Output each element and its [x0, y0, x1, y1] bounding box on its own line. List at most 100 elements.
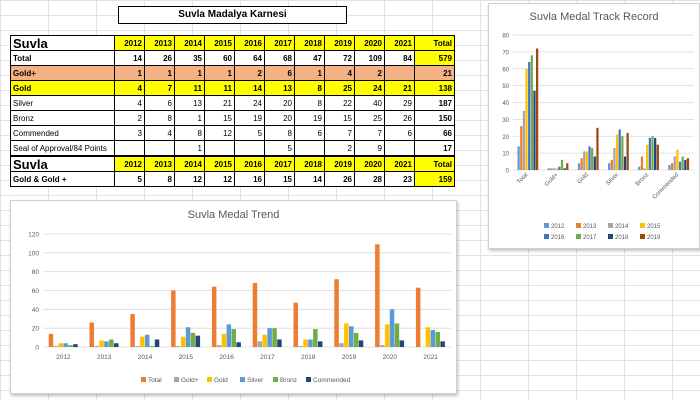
year-header-cell[interactable]: 2013	[144, 156, 175, 172]
value-cell[interactable]: 47	[294, 50, 325, 66]
year-header-cell[interactable]: 2012	[114, 156, 145, 172]
row-total-cell[interactable]: 138	[414, 80, 455, 96]
value-cell[interactable]: 20	[264, 95, 295, 111]
value-cell[interactable]	[144, 140, 175, 156]
value-cell[interactable]: 1	[174, 140, 205, 156]
year-header-cell[interactable]: 2015	[204, 156, 235, 172]
medal-table[interactable]: Suvla 2012 2013 2014 2015 2016 2017 2018 2019 202…	[10, 35, 455, 156]
value-cell[interactable]: 1	[294, 65, 325, 81]
value-cell[interactable]: 109	[354, 50, 385, 66]
medal-trend-chart[interactable]: Suvla Medal Trend 0 20 40 60 80 100 120 2012 201…	[10, 200, 457, 394]
value-cell[interactable]: 11	[174, 80, 205, 96]
value-cell[interactable]: 2	[114, 110, 145, 126]
value-cell[interactable]: 64	[234, 50, 265, 66]
value-cell[interactable]: 6	[264, 65, 295, 81]
value-cell[interactable]	[114, 140, 145, 156]
value-cell[interactable]: 15	[204, 110, 235, 126]
value-cell[interactable]: 68	[264, 50, 295, 66]
value-cell[interactable]: 14	[234, 80, 265, 96]
row-label-cell[interactable]: Gold & Gold +	[10, 171, 115, 187]
value-cell[interactable]: 5	[234, 125, 265, 141]
value-cell[interactable]: 2	[234, 65, 265, 81]
value-cell[interactable]: 25	[354, 110, 385, 126]
value-cell[interactable]: 7	[144, 80, 175, 96]
value-cell[interactable]: 72	[324, 50, 355, 66]
value-cell[interactable]: 20	[264, 110, 295, 126]
value-cell[interactable]: 29	[384, 95, 415, 111]
value-cell[interactable]: 28	[354, 171, 385, 187]
value-cell[interactable]: 7	[324, 125, 355, 141]
value-cell[interactable]	[384, 65, 415, 81]
value-cell[interactable]: 12	[204, 171, 235, 187]
value-cell[interactable]: 8	[264, 125, 295, 141]
medal-track-record-chart[interactable]: Suvla Medal Track Record 0 10 20 30 40 50 60 70…	[488, 3, 700, 249]
value-cell[interactable]: 25	[324, 80, 355, 96]
value-cell[interactable]: 14	[294, 171, 325, 187]
value-cell[interactable]	[294, 140, 325, 156]
value-cell[interactable]: 1	[204, 65, 235, 81]
value-cell[interactable]: 21	[204, 95, 235, 111]
year-header-cell[interactable]: 2017	[264, 35, 295, 51]
row-total-cell[interactable]: 66	[414, 125, 455, 141]
value-cell[interactable]: 8	[294, 80, 325, 96]
year-header-cell[interactable]: 2018	[294, 35, 325, 51]
value-cell[interactable]: 24	[234, 95, 265, 111]
row-label-cell[interactable]: Total	[10, 50, 115, 66]
row-label-cell[interactable]: Bronz	[10, 110, 115, 126]
value-cell[interactable]: 8	[144, 171, 175, 187]
gold-summary-table[interactable]: Suvla 2012 2013 2014 2015 2016 2017 2018 2019 202…	[10, 156, 455, 187]
total-header-cell[interactable]: Total	[414, 156, 455, 172]
value-cell[interactable]: 8	[144, 110, 175, 126]
row-total-cell[interactable]: 21	[414, 65, 455, 81]
value-cell[interactable]: 19	[294, 110, 325, 126]
year-header-cell[interactable]: 2016	[234, 156, 265, 172]
value-cell[interactable]: 1	[144, 65, 175, 81]
value-cell[interactable]: 14	[114, 50, 145, 66]
value-cell[interactable]: 60	[204, 50, 235, 66]
value-cell[interactable]	[204, 140, 235, 156]
row-label-cell[interactable]: Gold+	[10, 65, 115, 81]
year-header-cell[interactable]: 2015	[204, 35, 235, 51]
value-cell[interactable]: 26	[324, 171, 355, 187]
year-header-cell[interactable]: 2020	[354, 156, 385, 172]
year-header-cell[interactable]: 2021	[384, 156, 415, 172]
value-cell[interactable]: 1	[174, 65, 205, 81]
value-cell[interactable]: 13	[264, 80, 295, 96]
year-header-cell[interactable]: 2021	[384, 35, 415, 51]
year-header-cell[interactable]: 2014	[174, 35, 205, 51]
value-cell[interactable]: 16	[234, 171, 265, 187]
value-cell[interactable]: 6	[384, 125, 415, 141]
value-cell[interactable]: 11	[204, 80, 235, 96]
year-header-cell[interactable]: 2013	[144, 35, 175, 51]
year-header-cell[interactable]: 2018	[294, 156, 325, 172]
value-cell[interactable]: 6	[294, 125, 325, 141]
row-total-cell[interactable]: 17	[414, 140, 455, 156]
value-cell[interactable]	[234, 140, 265, 156]
value-cell[interactable]: 26	[144, 50, 175, 66]
value-cell[interactable]: 13	[174, 95, 205, 111]
row-label-cell[interactable]: Seal of Approval/84 Points	[10, 140, 115, 156]
value-cell[interactable]: 4	[114, 80, 145, 96]
value-cell[interactable]: 19	[234, 110, 265, 126]
header-label-cell[interactable]: Suvla	[10, 35, 115, 51]
value-cell[interactable]: 5	[264, 140, 295, 156]
year-header-cell[interactable]: 2019	[324, 35, 355, 51]
row-label-cell[interactable]: Silver	[10, 95, 115, 111]
value-cell[interactable]: 7	[354, 125, 385, 141]
year-header-cell[interactable]: 2020	[354, 35, 385, 51]
value-cell[interactable]: 24	[354, 80, 385, 96]
value-cell[interactable]: 26	[384, 110, 415, 126]
value-cell[interactable]: 21	[384, 80, 415, 96]
value-cell[interactable]: 1	[174, 110, 205, 126]
row-total-cell[interactable]: 159	[414, 171, 455, 187]
year-header-cell[interactable]: 2017	[264, 156, 295, 172]
row-total-cell[interactable]: 579	[414, 50, 455, 66]
year-header-cell[interactable]: 2014	[174, 156, 205, 172]
year-header-cell[interactable]: 2016	[234, 35, 265, 51]
row-total-cell[interactable]: 150	[414, 110, 455, 126]
row-total-cell[interactable]: 187	[414, 95, 455, 111]
year-header-cell[interactable]: 2012	[114, 35, 145, 51]
value-cell[interactable]: 4	[144, 125, 175, 141]
total-header-cell[interactable]: Total	[414, 35, 455, 51]
value-cell[interactable]: 12	[174, 171, 205, 187]
